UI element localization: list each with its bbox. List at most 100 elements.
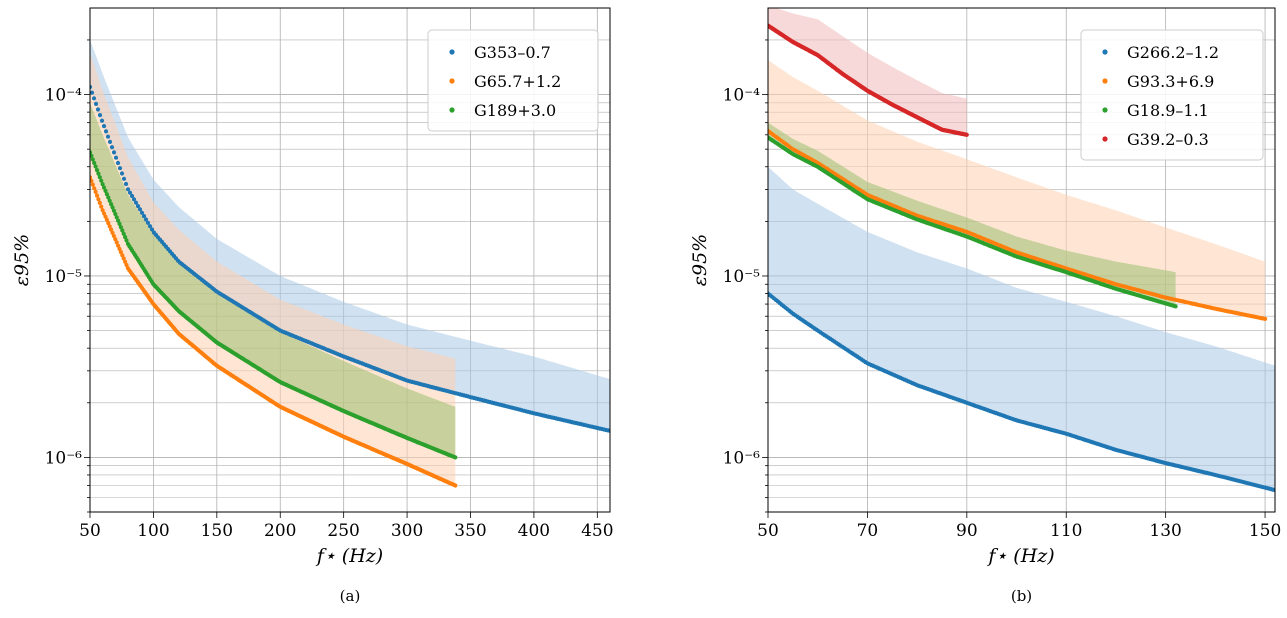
series-2 [90, 150, 458, 460]
x-tick-label: 50 [757, 521, 779, 541]
series-2 [768, 135, 1178, 309]
data-point [105, 134, 111, 139]
data-point [120, 228, 125, 233]
data-point [117, 166, 123, 171]
x-tick-label: 130 [1149, 521, 1181, 541]
legend-label: G39.2–0.3 [1127, 130, 1209, 149]
data-point [114, 215, 119, 220]
legend-box [427, 29, 599, 132]
plot-area [768, 8, 1275, 493]
data-point [107, 198, 112, 203]
data-point [607, 428, 610, 433]
data-point [453, 455, 458, 460]
legend-label: G65.7+1.2 [474, 72, 561, 91]
data-point [115, 160, 121, 166]
x-tick-label: 250 [327, 521, 359, 541]
data-point [111, 150, 117, 155]
data-point [90, 178, 94, 183]
data-point [96, 197, 101, 202]
legend-label: G93.3+6.9 [1127, 72, 1214, 91]
data-point [90, 157, 95, 162]
legend-label: G18.9–1.1 [1127, 101, 1209, 120]
legend-marker [1102, 49, 1108, 55]
data-point [145, 220, 151, 225]
data-point [120, 253, 125, 258]
x-tick-label: 110 [1050, 521, 1082, 541]
y-tick-label: 10⁻⁴ [723, 86, 761, 106]
data-point [107, 139, 113, 144]
data-point [111, 208, 116, 213]
data-point [95, 107, 101, 112]
data-point [127, 190, 133, 195]
panel-0: 50 100 150 200 250 300 350 400 450 10⁻⁶ 10⁻⁵ 10⁻⁴ f⋆… [11, 7, 614, 605]
panel-caption: (b) [1011, 587, 1032, 605]
data-point [119, 171, 125, 176]
y-tick-label: 10⁻⁴ [45, 86, 83, 106]
data-point [99, 118, 105, 123]
data-point [93, 101, 99, 106]
data-point [90, 175, 93, 180]
legend-marker [1102, 78, 1108, 84]
legend-marker [449, 107, 455, 113]
data-point [133, 200, 139, 205]
data-point [1173, 304, 1178, 309]
data-point [113, 211, 118, 217]
data-point [90, 153, 94, 158]
data-point [117, 246, 122, 251]
legend-marker [1102, 136, 1108, 142]
data-point [125, 187, 131, 192]
x-tick-label: 150 [201, 521, 233, 541]
data-point [123, 259, 128, 264]
data-point [124, 238, 129, 243]
x-tick-label: 450 [581, 521, 613, 541]
data-point [90, 150, 93, 155]
data-point [121, 176, 127, 181]
data-point [92, 186, 97, 191]
data-point [147, 224, 153, 229]
data-point [116, 218, 121, 223]
legend-label: G266.2–1.2 [1127, 43, 1219, 62]
data-point [110, 230, 115, 235]
axes-frame [767, 7, 1276, 513]
data-point [103, 214, 108, 219]
x-axis-label: f⋆ (Hz) [315, 545, 383, 567]
data-point [101, 185, 107, 190]
data-point [116, 243, 121, 248]
band-2 [90, 102, 456, 458]
data-point [96, 171, 101, 176]
x-tick-label: 100 [137, 521, 169, 541]
band-3 [768, 8, 967, 135]
data-point [90, 90, 95, 95]
series-1 [768, 128, 1268, 321]
series-0 [768, 291, 1275, 493]
data-point [93, 189, 98, 194]
x-tick-label: 200 [264, 521, 296, 541]
data-point [99, 178, 104, 183]
x-tick-label: 90 [956, 521, 978, 541]
band-1 [768, 60, 1266, 319]
x-tick-label: 350 [454, 521, 486, 541]
x-tick-label: 150 [1249, 521, 1281, 541]
series-1 [90, 175, 458, 488]
legend: G353–0.7 G65.7+1.2 G189+3.0 [427, 29, 599, 132]
data-point [103, 129, 109, 134]
legend-marker [449, 78, 455, 84]
series-3 [768, 23, 969, 137]
data-point [143, 217, 149, 222]
y-axis-label: ε95% [689, 234, 711, 286]
data-point [109, 202, 114, 207]
data-point [137, 207, 143, 212]
data-point [101, 211, 107, 216]
legend: G266.2–1.2 G93.3+6.9 G18.9–1.1 G39.2–0.3 [1080, 29, 1264, 161]
data-point [118, 250, 123, 255]
x-tick-label: 300 [391, 521, 423, 541]
legend-marker [1102, 107, 1108, 113]
data-point [106, 195, 111, 200]
y-tick-label: 10⁻⁶ [723, 448, 761, 468]
data-point [101, 124, 107, 129]
data-point [124, 262, 129, 268]
data-point [100, 182, 105, 187]
data-point [100, 208, 105, 213]
data-point [135, 204, 141, 209]
band-2 [768, 122, 1176, 307]
